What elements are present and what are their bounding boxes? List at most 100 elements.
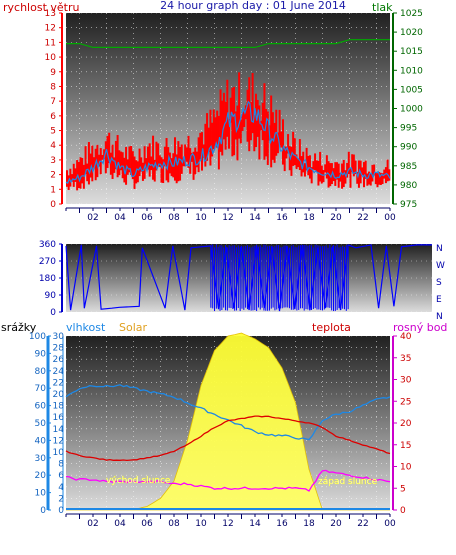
- wind-gust-bar: [361, 167, 364, 176]
- compass-label: E: [436, 295, 442, 305]
- wind-speed-tick-label: 8: [50, 82, 56, 92]
- hour-tick-label: 20: [330, 213, 342, 223]
- compass-label: S: [436, 278, 442, 288]
- wind-gust-bar: [163, 146, 166, 167]
- wind-gust-bar: [334, 162, 337, 186]
- wind-gust-bar: [255, 93, 257, 148]
- wind-gust-bar: [150, 156, 153, 171]
- wind-gust-bar: [383, 169, 386, 179]
- wind-gust-bar: [364, 160, 367, 179]
- wind-gust-bar: [74, 168, 77, 182]
- wind-speed-tick-label: 1: [50, 185, 56, 195]
- wind-gust-bar: [366, 173, 369, 186]
- rain-tick-label: 40: [35, 436, 47, 446]
- wind-gust-bar: [66, 170, 68, 187]
- wind-gust-bar: [206, 113, 209, 161]
- wind-gust-bar: [337, 163, 340, 188]
- hour-tick-label: 18: [303, 213, 315, 223]
- hour-tick-label: 10: [195, 519, 207, 529]
- pressure-tick-label: 985: [400, 162, 417, 172]
- wind-gust-bar: [265, 109, 268, 157]
- hour-tick-label: 12: [222, 213, 233, 223]
- wind-gust-bar: [314, 153, 317, 171]
- wind-gust-bar: [187, 135, 190, 168]
- wind-gust-bar: [76, 160, 79, 191]
- wind-gust-bar: [341, 163, 344, 189]
- wind-gust-bar: [108, 132, 111, 164]
- wind-gust-bar: [141, 162, 144, 181]
- rain-axis-label: srážky: [1, 321, 37, 334]
- wind-gust-bar: [290, 146, 293, 176]
- pressure-tick-label: 975: [400, 200, 417, 210]
- wind-gust-bar: [344, 170, 347, 184]
- wind-gust-bar: [79, 157, 82, 189]
- wind-gust-bar: [67, 175, 70, 190]
- wind-gust-bar: [148, 143, 151, 177]
- wind-gust-bar: [157, 143, 160, 167]
- wind-gust-bar: [303, 163, 306, 177]
- wind-gust-bar: [162, 159, 165, 183]
- wind-gust-bar: [352, 154, 355, 177]
- wind-gust-bar: [118, 150, 121, 176]
- chart-title: 24 hour graph day : 01 June 2014: [160, 0, 346, 12]
- temperature-tick-label: 20: [400, 419, 412, 429]
- sunset-annotation: západ slunce: [318, 477, 378, 487]
- wind-gust-bar: [298, 139, 301, 171]
- wind-gust-bar: [351, 154, 354, 173]
- wind-gust-bar: [293, 138, 296, 166]
- wind-gust-bar: [69, 168, 72, 187]
- wind-gust-bar: [168, 152, 171, 174]
- wind-gust-bar: [329, 163, 332, 187]
- humidity-tick-label: 24: [53, 367, 65, 377]
- wind-gust-bar: [77, 161, 80, 189]
- wind-gust-bar: [158, 155, 161, 167]
- wind-speed-tick-label: 10: [45, 53, 57, 63]
- temperature-tick-label: 35: [400, 354, 411, 364]
- wind-gust-bar: [184, 144, 187, 167]
- pressure-axis-label: tlak: [372, 1, 393, 14]
- wind-gust-bar: [325, 155, 328, 179]
- wind-gust-bar: [195, 151, 198, 168]
- wind-gust-bar: [270, 95, 273, 168]
- wind-gust-bar: [256, 99, 259, 137]
- wind-gust-bar: [273, 122, 276, 163]
- wind-gust-bar: [221, 100, 224, 156]
- humidity-solar-temperature-series: [65, 332, 391, 511]
- compass-label: N: [436, 244, 443, 254]
- axes-group: [46, 12, 397, 519]
- rain-tick-label: 10: [35, 489, 47, 499]
- humidity-tick-label: 0: [58, 506, 64, 516]
- wind-speed-line: [65, 100, 391, 184]
- humidity-tick-label: 28: [53, 344, 65, 354]
- wind-gust-bar: [263, 83, 266, 160]
- wind-gust-bar: [103, 149, 106, 160]
- wind-gust-bar: [248, 77, 251, 152]
- wind-gust-bar: [258, 105, 261, 160]
- hour-tick-label: 00: [384, 213, 396, 223]
- wind-gust-bar: [180, 144, 183, 174]
- pressure-tick-label: 1020: [400, 28, 423, 38]
- wind-gust-bar: [307, 155, 310, 176]
- wind-gust-bar: [199, 132, 202, 160]
- wind-speed-tick-label: 3: [50, 156, 56, 166]
- wind-gust-bar: [204, 123, 207, 167]
- wind-gust-bar: [319, 151, 322, 182]
- pressure-line: [66, 39, 390, 48]
- wind-gust-bar: [152, 135, 155, 180]
- pressure-tick-label: 1025: [400, 9, 423, 19]
- hour-tick-label: 00: [384, 519, 396, 529]
- wind-gust-bar: [140, 157, 143, 172]
- wind-gust-bar: [369, 172, 372, 186]
- wind-gust-bar: [282, 119, 284, 165]
- wind-gust-bar: [133, 156, 136, 189]
- wind-gust-bar: [346, 162, 349, 178]
- wind-speed-tick-label: 7: [50, 97, 56, 107]
- wind-speed-tick-label: 12: [45, 24, 56, 34]
- wind-gust-bar: [388, 169, 391, 181]
- wind-direction-series: [65, 244, 432, 312]
- pressure-tick-label: 990: [400, 143, 417, 153]
- rain-tick-label: 60: [35, 402, 47, 412]
- wind-direction-tick-label: 0: [50, 308, 56, 318]
